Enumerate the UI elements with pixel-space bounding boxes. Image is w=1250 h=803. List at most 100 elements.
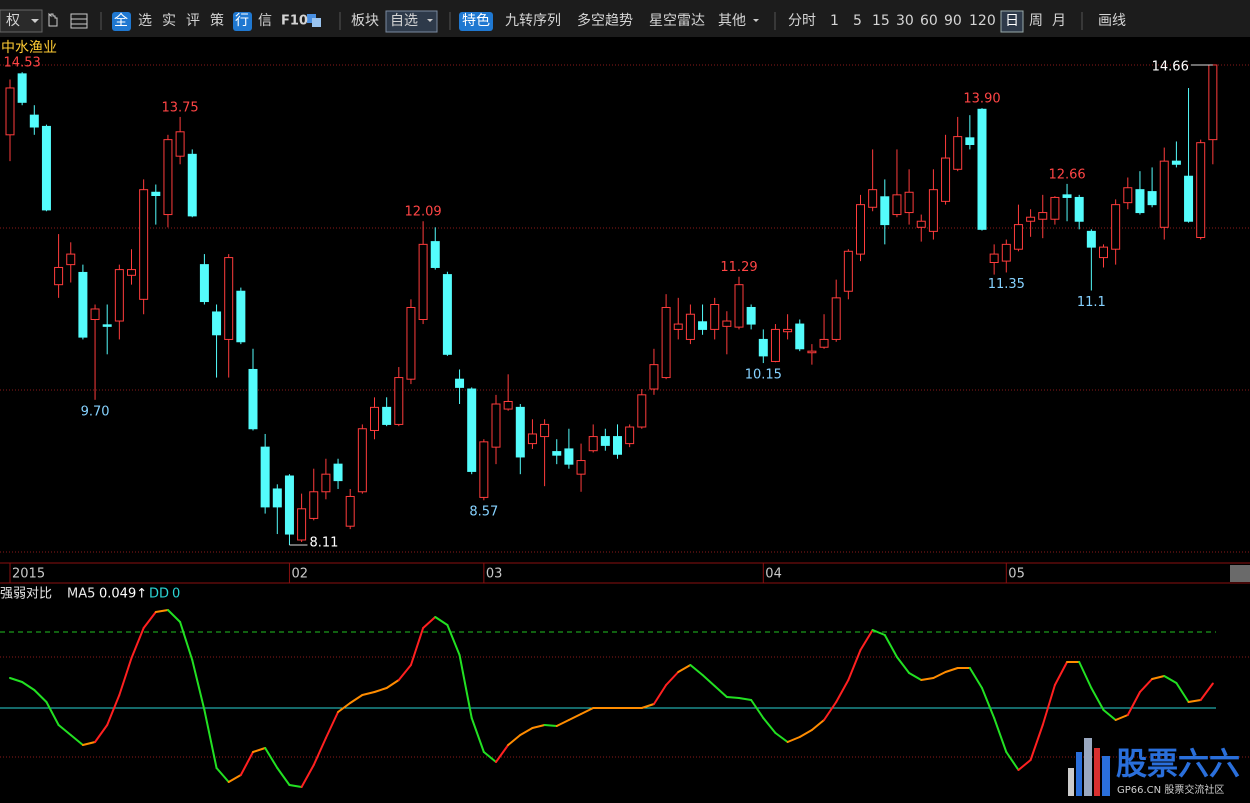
annotation: 9.70 [81,404,110,419]
candle-body [212,311,222,336]
button-bg [233,12,252,31]
toolbar-item[interactable]: 自选 [390,13,418,29]
toolbar-item[interactable]: 周 [1029,13,1043,29]
toolbar-item[interactable]: 分时 [788,13,816,29]
toolbar-item[interactable]: 行 [235,13,249,29]
candle-body [1123,187,1133,204]
scroll-button[interactable] [1230,565,1250,582]
layout-icon[interactable] [70,13,88,29]
toolbar-item[interactable]: 选 [138,13,152,29]
indicator-segment [725,696,740,699]
candle-body [673,323,683,330]
hand-icon[interactable] [48,12,58,27]
indicator-segment [1029,724,1044,761]
dropdown-arrow [753,19,759,22]
candle-body [1196,142,1206,238]
indicator-segment [118,657,133,696]
toolbar-item[interactable]: 15 [872,13,890,29]
candle-body [515,406,525,458]
toolbar-item[interactable]: 信 [258,13,272,29]
indicator-segment [422,616,437,629]
legend-name: MA5 [67,587,95,602]
logo-bar [1102,756,1110,796]
toolbar-item[interactable]: 特色 [462,12,490,29]
candle-body [734,284,744,328]
indicator-segment [871,629,886,636]
indicator-title: 强弱对比 [0,587,52,602]
indicator-segment [324,711,340,739]
toolbar-item[interactable]: 120 [969,13,996,29]
indicator-segment [1175,682,1190,703]
toolbar-item[interactable]: 画线 [1098,13,1126,29]
indicator-segment [300,764,315,788]
indicator-segment [968,667,983,689]
period-selected [1000,10,1024,33]
candle-body [187,153,197,217]
indicator-segment [203,709,218,769]
toolbar-item[interactable]: 全 [114,12,128,29]
candle-body [1086,230,1096,248]
indicator-segment [786,736,801,743]
toolbar-item[interactable]: 60 [920,13,938,29]
toolbar-item[interactable]: F10 [281,14,308,29]
candle-body [685,313,695,340]
candle-body [1147,191,1157,206]
candle-body [819,338,829,348]
candle-body [41,125,51,211]
indicator-segment [580,707,595,715]
candle-body [199,264,209,303]
indicator-segment [823,701,838,721]
candle-body [17,73,27,103]
dropdown-arrow [31,19,39,23]
toolbar-item[interactable]: 实 [162,13,176,29]
window-icon [312,18,321,27]
toolbar-item[interactable]: 其他 [718,13,746,29]
indicator-segment [288,784,303,788]
indicator-segment [1005,751,1020,771]
toolbar-item[interactable]: 星空雷达 [649,13,705,29]
toolbar-item[interactable]: 日 [1005,13,1019,29]
candle-body [224,257,234,340]
toolbar-item[interactable]: 多空趋势 [577,12,633,29]
toolbar-item[interactable]: 1 [830,13,839,29]
logo-bar [1076,752,1082,796]
annotation: 10.15 [745,368,782,383]
indicator-segment [179,621,194,661]
indicator-segment [1163,675,1178,684]
candle-body [248,368,258,430]
candle-body [236,290,246,343]
candle-body [916,220,926,228]
indicator-segment [227,774,242,783]
candle-body [1111,204,1121,250]
watchlist-dropdown[interactable] [385,10,438,33]
toolbar-item[interactable]: 评 [186,13,200,29]
toolbar-item[interactable]: 策 [210,12,224,29]
toolbar-item[interactable]: 90 [944,13,962,29]
annotation: 11.29 [720,260,757,275]
candle-body [29,114,39,128]
toolbar-item[interactable]: 月 [1052,13,1066,29]
button-bg [459,12,493,31]
toolbar-item[interactable]: 九转序列 [505,13,561,29]
indicator-segment [1187,699,1202,703]
price-grid [0,64,1250,553]
legend-value: 0.049↑ [99,587,147,602]
toolbar-item[interactable]: 30 [896,13,914,29]
window-icon[interactable] [307,14,316,23]
stock-name: 中水渔业 [1,40,57,56]
candle-body [163,139,173,216]
indicator-segment [385,679,400,689]
toolbar-item[interactable]: 板块 [351,13,379,29]
indicator-segment [45,701,60,726]
toolbar-item[interactable]: 5 [853,13,862,29]
candle-body [1208,64,1218,141]
candle-body [904,191,914,214]
annotation: 14.53 [4,56,41,71]
toolbar-item[interactable]: 权 [6,13,20,29]
candle-body [430,241,440,268]
indicator-segment [57,724,72,736]
candle-body [892,194,902,216]
candle-body [5,87,15,136]
rights-dropdown[interactable] [0,9,43,33]
